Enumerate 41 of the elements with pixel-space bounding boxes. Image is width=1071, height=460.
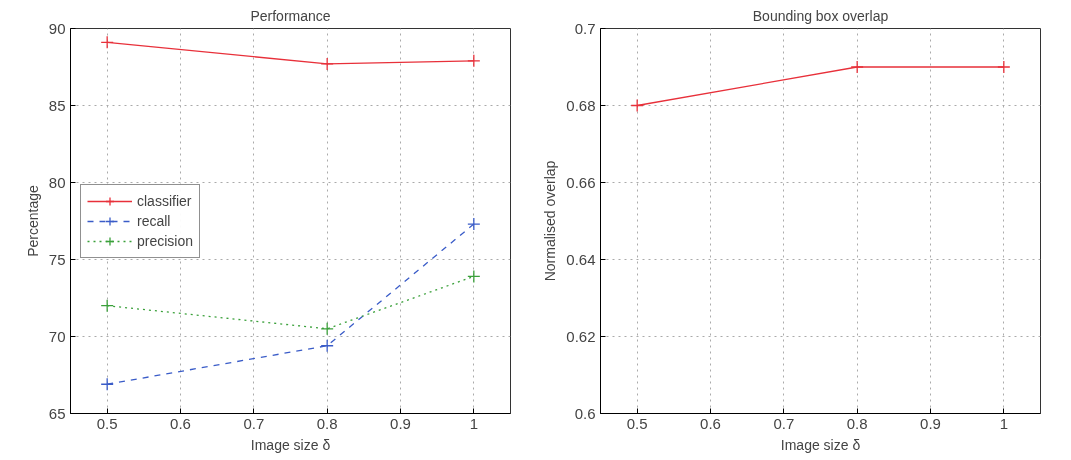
- point: [320, 339, 334, 353]
- x-axis-title: Image size δ: [780, 436, 861, 453]
- x-tick-label: 0.6: [700, 414, 721, 432]
- y-axis-title: Normalised overlap: [542, 160, 559, 282]
- x-tick-label: 0.5: [96, 414, 118, 432]
- x-tick-label: 0.9: [920, 414, 941, 432]
- legend-label: precision: [137, 232, 194, 249]
- point: [320, 322, 334, 336]
- x-tick-label: 0.6: [170, 414, 191, 432]
- point: [467, 269, 481, 284]
- x-tick-label: 1: [999, 414, 1009, 432]
- point: [100, 377, 114, 391]
- point: [320, 57, 334, 71]
- y-tick-label: 0.66: [566, 173, 596, 191]
- x-tick-label: 0.7: [773, 414, 795, 432]
- legend-label: classifier: [137, 192, 192, 209]
- y-tick-label: 0.68: [566, 96, 596, 114]
- x-tick-label: 0.5: [626, 414, 648, 432]
- y-tick-label: 0.64: [566, 250, 596, 268]
- x-tick-label: 0.8: [316, 414, 338, 432]
- point: [467, 217, 481, 231]
- y-tick-label: 70: [48, 327, 66, 345]
- x-tick-label: 1: [469, 414, 479, 432]
- point: [467, 54, 481, 68]
- x-tick-label: 0.8: [846, 414, 868, 432]
- point: [100, 299, 114, 313]
- x-tick-label: 0.7: [243, 414, 265, 432]
- y-tick-label: 65: [48, 404, 66, 422]
- y-tick-label: 75: [48, 250, 66, 268]
- chart-title: Performance: [250, 7, 331, 24]
- x-tick-label: 0.9: [390, 414, 411, 432]
- legend-label: recall: [137, 212, 171, 229]
- y-axis-title: Percentage: [24, 184, 41, 257]
- y-tick-label: 90: [48, 19, 66, 37]
- chart-title: Bounding box overlap: [752, 7, 889, 24]
- y-tick-label: 80: [48, 173, 66, 191]
- x-axis-title: Image size δ: [250, 436, 331, 453]
- point: [100, 35, 114, 50]
- y-tick-label: 0.62: [566, 327, 596, 345]
- y-tick-label: 0.7: [574, 19, 596, 37]
- y-tick-label: 85: [48, 96, 66, 114]
